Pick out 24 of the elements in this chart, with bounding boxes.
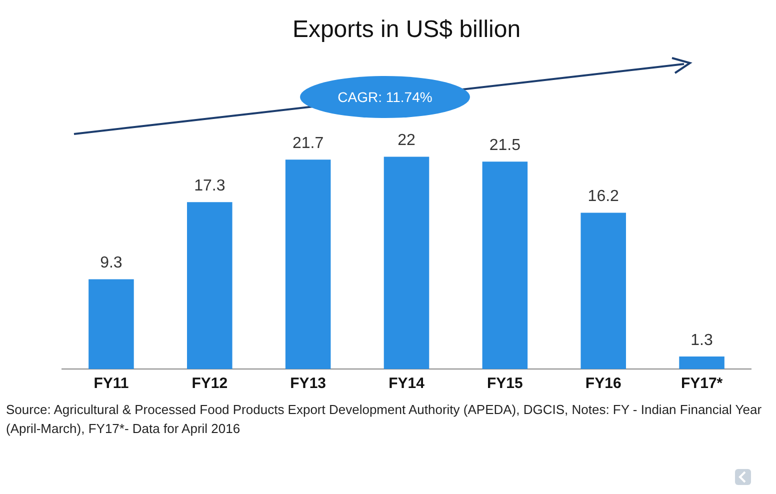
- data-label: 21.7: [292, 135, 324, 152]
- bar: [580, 212, 626, 369]
- data-label: 1.3: [690, 332, 714, 349]
- x-tick-label: FY13: [290, 375, 326, 392]
- x-tick-label: FY15: [487, 375, 523, 392]
- bar: [384, 156, 430, 369]
- text: CAGR: 11.74%: [300, 76, 470, 118]
- x-tick-label: FY14: [388, 375, 426, 392]
- bar: [88, 279, 134, 369]
- x-tick-label: FY17*: [680, 375, 723, 392]
- x-tick-label: FY16: [585, 375, 622, 392]
- bar: [187, 202, 232, 369]
- x-tick-label: FY12: [192, 375, 228, 392]
- bar: [679, 356, 724, 369]
- data-label: 17.3: [194, 177, 226, 194]
- bar: [285, 160, 331, 369]
- data-label: 22: [398, 132, 416, 150]
- data-label: 16.2: [588, 188, 620, 206]
- bar: [482, 162, 528, 369]
- data-label: 9.3: [100, 254, 122, 272]
- source-note: Source: Agricultural & Processed Food Products Export Development Authority (APEDA), DGCIS, Notes: FY - Indian Financial Year (April-March), FY17*- Data for April 2016: [6, 401, 763, 438]
- x-tick-label: FY11: [94, 375, 129, 392]
- chart-title: Exports in US$ billion: [292, 16, 521, 44]
- data-label: 21.5: [489, 136, 521, 154]
